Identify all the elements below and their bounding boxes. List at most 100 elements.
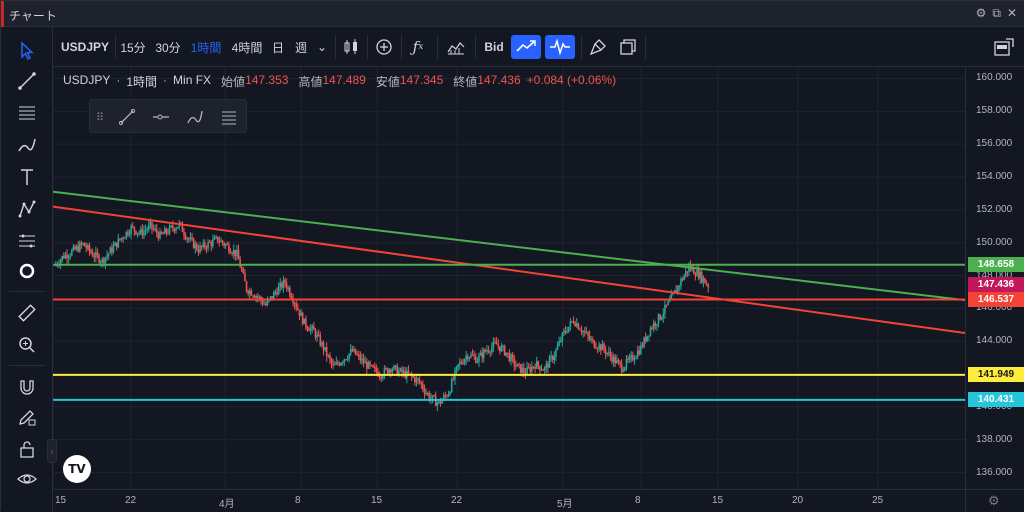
price-tick-label: 152.000 bbox=[976, 203, 1013, 215]
prediction-icon[interactable] bbox=[11, 227, 43, 255]
candle-body bbox=[85, 246, 88, 249]
candle-body bbox=[146, 229, 148, 231]
candle-body bbox=[511, 354, 514, 358]
magnet-icon[interactable] bbox=[11, 373, 43, 401]
candle-body bbox=[316, 334, 318, 338]
candle-body bbox=[660, 317, 663, 320]
candle-body bbox=[164, 228, 166, 234]
interval-day[interactable]: 日 bbox=[271, 40, 284, 55]
collapse-toolbar-button[interactable]: ‹ bbox=[47, 439, 57, 463]
price-axis[interactable]: 160.000 158.000 156.000 154.000 152.000 150.0… bbox=[965, 67, 1024, 489]
candle-body bbox=[627, 359, 629, 361]
candle-body bbox=[479, 352, 482, 356]
candle-body bbox=[441, 399, 443, 404]
candle-body bbox=[503, 345, 506, 356]
bid-button[interactable]: Bid bbox=[484, 40, 504, 54]
candle-body bbox=[465, 356, 467, 360]
layers-icon[interactable] bbox=[615, 35, 641, 59]
candles-icon[interactable] bbox=[339, 35, 363, 59]
popout-icon[interactable]: ⧉ bbox=[992, 6, 1001, 20]
candle-body bbox=[311, 325, 314, 329]
layout-icon[interactable] bbox=[991, 35, 1017, 59]
chart-area[interactable]: USDJPY · 1時間 · Min FX 始値 147.353 高値 147.48… bbox=[47, 67, 965, 489]
interval-week[interactable]: 週 bbox=[294, 40, 307, 55]
fav-horizontal-ray-icon[interactable] bbox=[148, 105, 174, 129]
candle-body bbox=[375, 367, 378, 372]
candle-body bbox=[702, 278, 705, 283]
settings-icon[interactable]: ⚙ bbox=[975, 6, 987, 20]
candle-body bbox=[657, 314, 660, 325]
symbol-search-button[interactable]: USDJPY bbox=[60, 40, 110, 54]
candle-body bbox=[471, 354, 474, 356]
pattern-icon[interactable] bbox=[11, 195, 43, 223]
gear-icon[interactable]: ⚙ bbox=[988, 493, 1000, 508]
chart-trend-button[interactable] bbox=[511, 35, 541, 59]
candle-body bbox=[436, 402, 439, 406]
candle-body bbox=[593, 340, 596, 348]
interval-15m[interactable]: 15分 bbox=[120, 40, 146, 55]
interval-4h[interactable]: 4時間 bbox=[231, 40, 263, 55]
shape-icon[interactable] bbox=[11, 257, 43, 285]
trend-line-icon[interactable] bbox=[11, 67, 43, 95]
price-chart[interactable] bbox=[53, 67, 965, 489]
fav-brush-icon[interactable] bbox=[182, 105, 208, 129]
text-icon[interactable] bbox=[11, 163, 43, 191]
candle-body bbox=[305, 318, 307, 327]
candle-body bbox=[348, 353, 350, 359]
candle-body bbox=[420, 382, 423, 385]
candle-body bbox=[141, 229, 144, 236]
eye-icon[interactable] bbox=[11, 465, 43, 493]
candle-body bbox=[77, 246, 80, 252]
candle-body bbox=[353, 349, 355, 352]
candle-body bbox=[439, 401, 442, 404]
candle-body bbox=[61, 256, 64, 260]
candle-body bbox=[394, 365, 397, 367]
interval-30m[interactable]: 30分 bbox=[155, 40, 181, 55]
candle-body bbox=[365, 361, 368, 369]
candle-body bbox=[232, 249, 235, 254]
add-compare-icon[interactable] bbox=[371, 35, 397, 59]
candle-body bbox=[686, 271, 689, 273]
candle-body bbox=[301, 312, 304, 324]
close-icon[interactable]: ✕ bbox=[1006, 6, 1017, 20]
candle-body bbox=[332, 363, 334, 366]
candle-body bbox=[625, 359, 628, 368]
candle-body bbox=[644, 337, 647, 342]
candle-body bbox=[135, 230, 137, 235]
candle-body bbox=[487, 350, 490, 352]
candle-body bbox=[628, 356, 631, 360]
candle-body bbox=[293, 303, 296, 305]
candle-body bbox=[370, 365, 373, 367]
brush-clean-icon[interactable] bbox=[585, 35, 611, 59]
fav-trend-line-icon[interactable] bbox=[114, 105, 140, 129]
fib-icon[interactable] bbox=[11, 99, 43, 127]
cursor-icon[interactable] bbox=[11, 37, 43, 65]
drag-handle-icon[interactable]: ⠿ bbox=[95, 111, 105, 124]
toolbar-divider bbox=[475, 35, 476, 59]
legend-symbol: USDJPY bbox=[63, 73, 111, 87]
candle-body bbox=[104, 257, 107, 264]
lock-icon[interactable] bbox=[11, 435, 43, 463]
candle-body bbox=[151, 221, 153, 229]
candle-body bbox=[380, 376, 382, 379]
fav-fib-icon[interactable] bbox=[216, 105, 242, 129]
interval-1h[interactable]: 1時間 bbox=[190, 40, 222, 55]
time-axis[interactable]: 15 22 4月 8 15 22 5月 8 15 20 25 bbox=[53, 489, 965, 512]
price-tick-label: 160.000 bbox=[976, 72, 1013, 84]
candle-body bbox=[79, 243, 81, 252]
brush-icon[interactable] bbox=[11, 131, 43, 159]
pulse-button[interactable] bbox=[545, 35, 575, 59]
price-tick-label: 138.000 bbox=[976, 433, 1013, 445]
ruler-icon[interactable] bbox=[11, 299, 43, 327]
candle-body bbox=[261, 300, 264, 305]
price-tag: 140.431 bbox=[968, 392, 1024, 408]
pencil-lock-icon[interactable] bbox=[11, 403, 43, 431]
candle-body bbox=[189, 237, 192, 240]
candle-body bbox=[393, 365, 395, 370]
zoom-icon[interactable] bbox=[11, 331, 43, 359]
candle-body bbox=[555, 349, 557, 357]
candle-body bbox=[548, 357, 551, 368]
chevron-down-icon[interactable]: ⌄ bbox=[316, 40, 328, 54]
templates-icon[interactable] bbox=[443, 35, 469, 59]
